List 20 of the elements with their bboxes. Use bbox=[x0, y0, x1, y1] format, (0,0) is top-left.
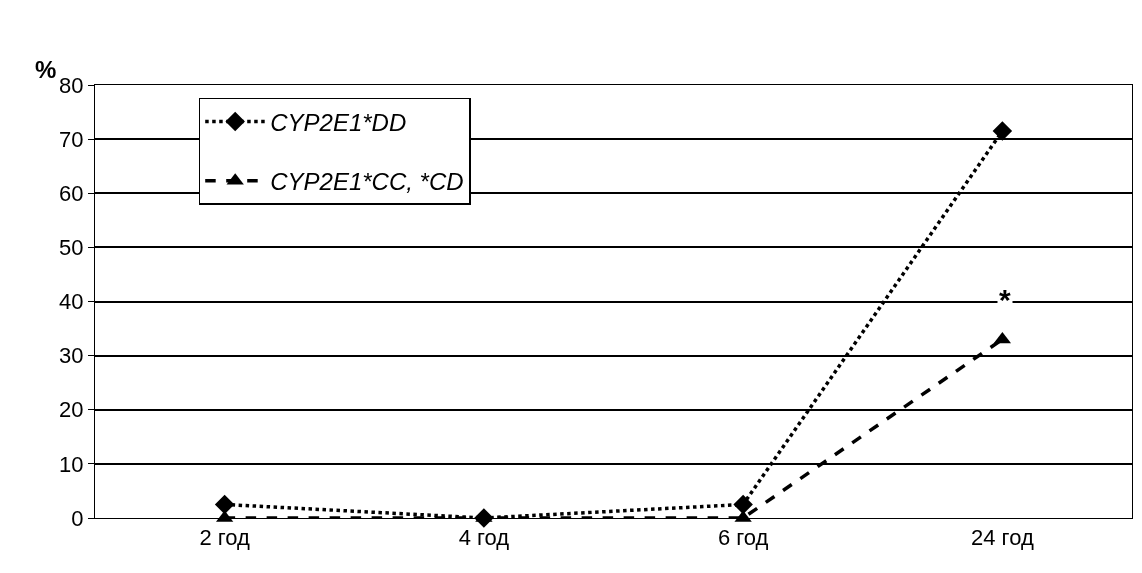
y-tick-label: 70 bbox=[59, 126, 84, 152]
point bbox=[733, 494, 753, 515]
y-tick-label: 20 bbox=[59, 397, 84, 423]
x-tick-label: 4 год bbox=[458, 525, 510, 551]
x-tick-label: 6 год bbox=[717, 525, 769, 551]
point bbox=[992, 121, 1013, 141]
y-tick-label: 30 bbox=[59, 343, 84, 369]
legend-label: CYP2E1*CC, *CD bbox=[270, 168, 464, 196]
y-tick-label: 80 bbox=[59, 72, 84, 98]
point bbox=[214, 494, 235, 515]
legend-label: CYP2E1*DD bbox=[270, 108, 407, 136]
x-tick-label: 24 год bbox=[971, 525, 1034, 551]
x-tick-label: 2 год bbox=[199, 525, 251, 551]
y-tick-label: 10 bbox=[59, 451, 84, 477]
y-axis-title: % bbox=[35, 56, 57, 83]
annotation: * bbox=[999, 283, 1011, 316]
y-tick-label: 0 bbox=[71, 505, 84, 531]
y-tick-label: 50 bbox=[59, 235, 84, 261]
y-tick-label: 60 bbox=[59, 180, 84, 206]
y-tick-label: 40 bbox=[59, 289, 84, 315]
